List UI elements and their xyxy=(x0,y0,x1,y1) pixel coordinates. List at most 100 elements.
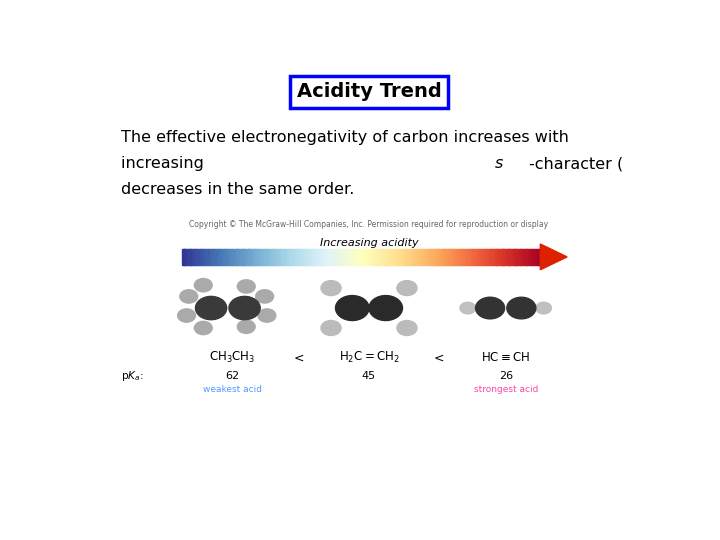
Bar xyxy=(524,249,526,265)
Bar xyxy=(182,249,184,265)
Bar xyxy=(453,249,454,265)
Bar xyxy=(295,249,297,265)
Bar xyxy=(510,249,512,265)
Polygon shape xyxy=(540,244,567,270)
Bar xyxy=(216,249,217,265)
Bar xyxy=(287,249,288,265)
Bar xyxy=(528,249,529,265)
Bar xyxy=(234,249,235,265)
Bar xyxy=(460,249,462,265)
Bar xyxy=(265,249,266,265)
Bar xyxy=(459,249,460,265)
Bar xyxy=(254,249,256,265)
Bar xyxy=(356,249,358,265)
Bar xyxy=(247,249,248,265)
Bar xyxy=(220,249,222,265)
Bar xyxy=(200,249,202,265)
Bar xyxy=(342,249,343,265)
Bar xyxy=(224,249,225,265)
Text: increasing: increasing xyxy=(121,156,209,171)
Bar xyxy=(471,249,472,265)
Bar xyxy=(465,249,467,265)
Text: 45: 45 xyxy=(362,371,376,381)
Bar xyxy=(528,249,530,265)
Bar xyxy=(514,249,516,265)
Bar xyxy=(426,249,427,265)
Bar xyxy=(238,249,240,265)
Bar xyxy=(245,249,246,265)
Bar xyxy=(382,249,383,265)
Bar xyxy=(359,249,361,265)
Bar xyxy=(336,249,338,265)
Circle shape xyxy=(321,281,341,295)
Bar xyxy=(474,249,476,265)
Bar xyxy=(424,249,426,265)
Circle shape xyxy=(397,281,417,295)
Bar xyxy=(539,249,540,265)
Bar xyxy=(374,249,375,265)
Bar xyxy=(454,249,456,265)
Bar xyxy=(338,249,340,265)
Bar xyxy=(534,249,535,265)
Bar xyxy=(376,249,377,265)
Bar xyxy=(207,249,209,265)
Bar xyxy=(264,249,266,265)
Bar xyxy=(448,249,449,265)
Bar xyxy=(256,249,257,265)
Circle shape xyxy=(397,321,417,335)
Bar xyxy=(542,249,544,265)
Bar xyxy=(352,249,354,265)
Bar xyxy=(400,249,402,265)
Bar xyxy=(325,249,327,265)
Bar xyxy=(313,249,315,265)
Bar xyxy=(286,249,287,265)
Bar xyxy=(312,249,313,265)
Bar xyxy=(340,249,341,265)
Bar xyxy=(301,249,302,265)
Bar xyxy=(195,249,197,265)
Bar xyxy=(539,249,541,265)
Bar xyxy=(315,249,318,265)
Bar xyxy=(433,249,435,265)
Bar xyxy=(258,249,259,265)
Bar xyxy=(279,249,281,265)
Bar xyxy=(444,249,446,265)
Bar xyxy=(378,249,379,265)
Bar xyxy=(248,249,250,265)
Bar xyxy=(202,249,204,265)
Bar xyxy=(284,249,286,265)
Bar xyxy=(441,249,442,265)
Bar xyxy=(388,249,390,265)
Circle shape xyxy=(194,321,212,335)
Bar xyxy=(469,249,471,265)
Bar xyxy=(418,249,420,265)
Circle shape xyxy=(238,320,255,333)
Bar xyxy=(536,249,537,265)
Bar xyxy=(447,249,449,265)
Bar xyxy=(501,249,503,265)
Bar xyxy=(311,249,312,265)
Bar xyxy=(361,249,363,265)
Bar xyxy=(187,249,189,265)
Bar xyxy=(228,249,229,265)
Bar xyxy=(531,249,533,265)
Circle shape xyxy=(536,302,552,314)
Bar xyxy=(220,249,221,265)
Bar xyxy=(351,249,352,265)
Circle shape xyxy=(178,309,195,322)
Bar xyxy=(369,249,370,265)
Bar xyxy=(379,249,381,265)
Bar xyxy=(478,249,480,265)
Bar xyxy=(458,249,459,265)
Bar xyxy=(293,249,294,265)
Bar xyxy=(422,249,423,265)
Bar xyxy=(194,249,196,265)
Bar xyxy=(473,249,475,265)
Circle shape xyxy=(460,302,476,314)
Bar xyxy=(328,249,329,265)
Circle shape xyxy=(336,295,369,321)
Bar xyxy=(437,249,438,265)
Bar xyxy=(365,249,366,265)
Text: decreases in the same order.: decreases in the same order. xyxy=(121,182,354,197)
Bar xyxy=(492,249,493,265)
